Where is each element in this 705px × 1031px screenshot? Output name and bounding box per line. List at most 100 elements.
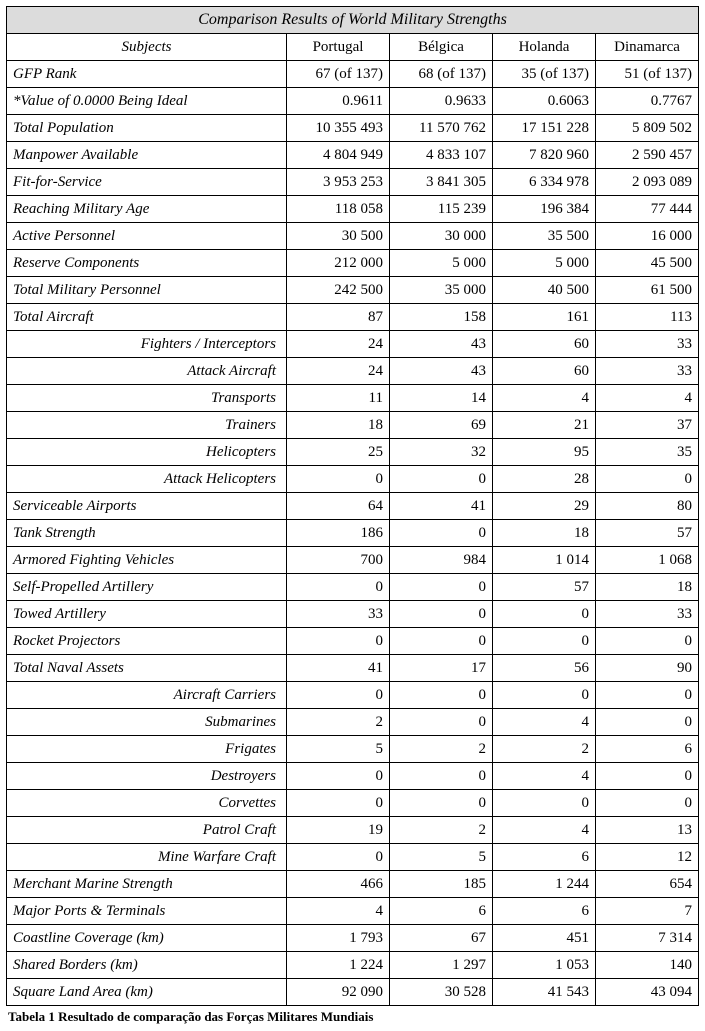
row-value: 4 bbox=[596, 385, 699, 412]
table-row: Total Military Personnel242 50035 00040 … bbox=[7, 277, 699, 304]
row-value: 466 bbox=[287, 871, 390, 898]
row-value: 6 334 978 bbox=[493, 169, 596, 196]
row-value: 30 528 bbox=[390, 979, 493, 1006]
row-subject: Reserve Components bbox=[7, 250, 287, 277]
row-value: 4 833 107 bbox=[390, 142, 493, 169]
row-subject: Mine Warfare Craft bbox=[7, 844, 287, 871]
row-value: 7 314 bbox=[596, 925, 699, 952]
row-value: 4 bbox=[287, 898, 390, 925]
row-value: 0 bbox=[493, 601, 596, 628]
row-value: 0 bbox=[390, 574, 493, 601]
row-value: 33 bbox=[287, 601, 390, 628]
row-value: 0 bbox=[493, 682, 596, 709]
row-subject: Major Ports & Terminals bbox=[7, 898, 287, 925]
table-row: Self-Propelled Artillery005718 bbox=[7, 574, 699, 601]
row-value: 0 bbox=[390, 709, 493, 736]
row-subject: Coastline Coverage (km) bbox=[7, 925, 287, 952]
row-value: 5 000 bbox=[390, 250, 493, 277]
row-value: 67 bbox=[390, 925, 493, 952]
row-value: 161 bbox=[493, 304, 596, 331]
row-subject: Reaching Military Age bbox=[7, 196, 287, 223]
row-value: 451 bbox=[493, 925, 596, 952]
row-subject: Attack Aircraft bbox=[7, 358, 287, 385]
table-row: Active Personnel30 50030 00035 50016 000 bbox=[7, 223, 699, 250]
row-value: 35 bbox=[596, 439, 699, 466]
row-value: 3 953 253 bbox=[287, 169, 390, 196]
col-belgica: Bélgica bbox=[390, 34, 493, 61]
row-value: 0.7767 bbox=[596, 88, 699, 115]
row-subject: Active Personnel bbox=[7, 223, 287, 250]
row-value: 0 bbox=[596, 709, 699, 736]
row-value: 14 bbox=[390, 385, 493, 412]
row-value: 30 000 bbox=[390, 223, 493, 250]
row-value: 1 297 bbox=[390, 952, 493, 979]
table-row: Transports111444 bbox=[7, 385, 699, 412]
row-value: 0 bbox=[390, 790, 493, 817]
col-subjects: Subjects bbox=[7, 34, 287, 61]
row-value: 61 500 bbox=[596, 277, 699, 304]
row-value: 0 bbox=[596, 790, 699, 817]
row-value: 21 bbox=[493, 412, 596, 439]
table-row: Attack Aircraft24436033 bbox=[7, 358, 699, 385]
row-subject: Total Naval Assets bbox=[7, 655, 287, 682]
row-value: 12 bbox=[596, 844, 699, 871]
row-subject: Fit-for-Service bbox=[7, 169, 287, 196]
row-value: 43 bbox=[390, 358, 493, 385]
row-subject: Self-Propelled Artillery bbox=[7, 574, 287, 601]
row-value: 30 500 bbox=[287, 223, 390, 250]
row-subject: Manpower Available bbox=[7, 142, 287, 169]
row-value: 10 355 493 bbox=[287, 115, 390, 142]
table-row: Submarines2040 bbox=[7, 709, 699, 736]
table-row: Aircraft Carriers0000 bbox=[7, 682, 699, 709]
table-row: Total Population10 355 49311 570 76217 1… bbox=[7, 115, 699, 142]
row-value: 0 bbox=[390, 682, 493, 709]
row-value: 28 bbox=[493, 466, 596, 493]
row-subject: GFP Rank bbox=[7, 61, 287, 88]
row-value: 118 058 bbox=[287, 196, 390, 223]
row-value: 984 bbox=[390, 547, 493, 574]
row-value: 113 bbox=[596, 304, 699, 331]
row-value: 80 bbox=[596, 493, 699, 520]
table-row: Helicopters25329535 bbox=[7, 439, 699, 466]
col-portugal: Portugal bbox=[287, 34, 390, 61]
table-row: Total Naval Assets41175690 bbox=[7, 655, 699, 682]
row-value: 7 820 960 bbox=[493, 142, 596, 169]
row-value: 2 bbox=[390, 736, 493, 763]
row-subject: Attack Helicopters bbox=[7, 466, 287, 493]
row-value: 95 bbox=[493, 439, 596, 466]
table-row: Rocket Projectors0000 bbox=[7, 628, 699, 655]
row-subject: Submarines bbox=[7, 709, 287, 736]
row-value: 4 bbox=[493, 817, 596, 844]
row-value: 0 bbox=[493, 628, 596, 655]
row-value: 57 bbox=[596, 520, 699, 547]
row-value: 0 bbox=[596, 466, 699, 493]
row-value: 16 000 bbox=[596, 223, 699, 250]
row-value: 77 444 bbox=[596, 196, 699, 223]
title-row: Comparison Results of World Military Str… bbox=[7, 7, 699, 34]
row-value: 33 bbox=[596, 358, 699, 385]
row-value: 19 bbox=[287, 817, 390, 844]
row-value: 1 793 bbox=[287, 925, 390, 952]
table-row: Shared Borders (km)1 2241 2971 053140 bbox=[7, 952, 699, 979]
row-subject: Total Aircraft bbox=[7, 304, 287, 331]
table-caption: Tabela 1 Resultado de comparação das For… bbox=[6, 1006, 699, 1025]
row-subject: Corvettes bbox=[7, 790, 287, 817]
row-value: 35 000 bbox=[390, 277, 493, 304]
row-value: 6 bbox=[390, 898, 493, 925]
row-value: 18 bbox=[287, 412, 390, 439]
header-row: Subjects Portugal Bélgica Holanda Dinama… bbox=[7, 34, 699, 61]
row-value: 13 bbox=[596, 817, 699, 844]
row-value: 3 841 305 bbox=[390, 169, 493, 196]
row-value: 0 bbox=[493, 790, 596, 817]
row-value: 5 000 bbox=[493, 250, 596, 277]
row-value: 1 053 bbox=[493, 952, 596, 979]
col-dinamarca: Dinamarca bbox=[596, 34, 699, 61]
table-row: Merchant Marine Strength4661851 244654 bbox=[7, 871, 699, 898]
row-value: 35 (of 137) bbox=[493, 61, 596, 88]
row-value: 5 809 502 bbox=[596, 115, 699, 142]
row-value: 0 bbox=[596, 763, 699, 790]
table-title: Comparison Results of World Military Str… bbox=[7, 7, 699, 34]
table-row: Armored Fighting Vehicles7009841 0141 06… bbox=[7, 547, 699, 574]
row-value: 18 bbox=[596, 574, 699, 601]
row-value: 41 bbox=[287, 655, 390, 682]
